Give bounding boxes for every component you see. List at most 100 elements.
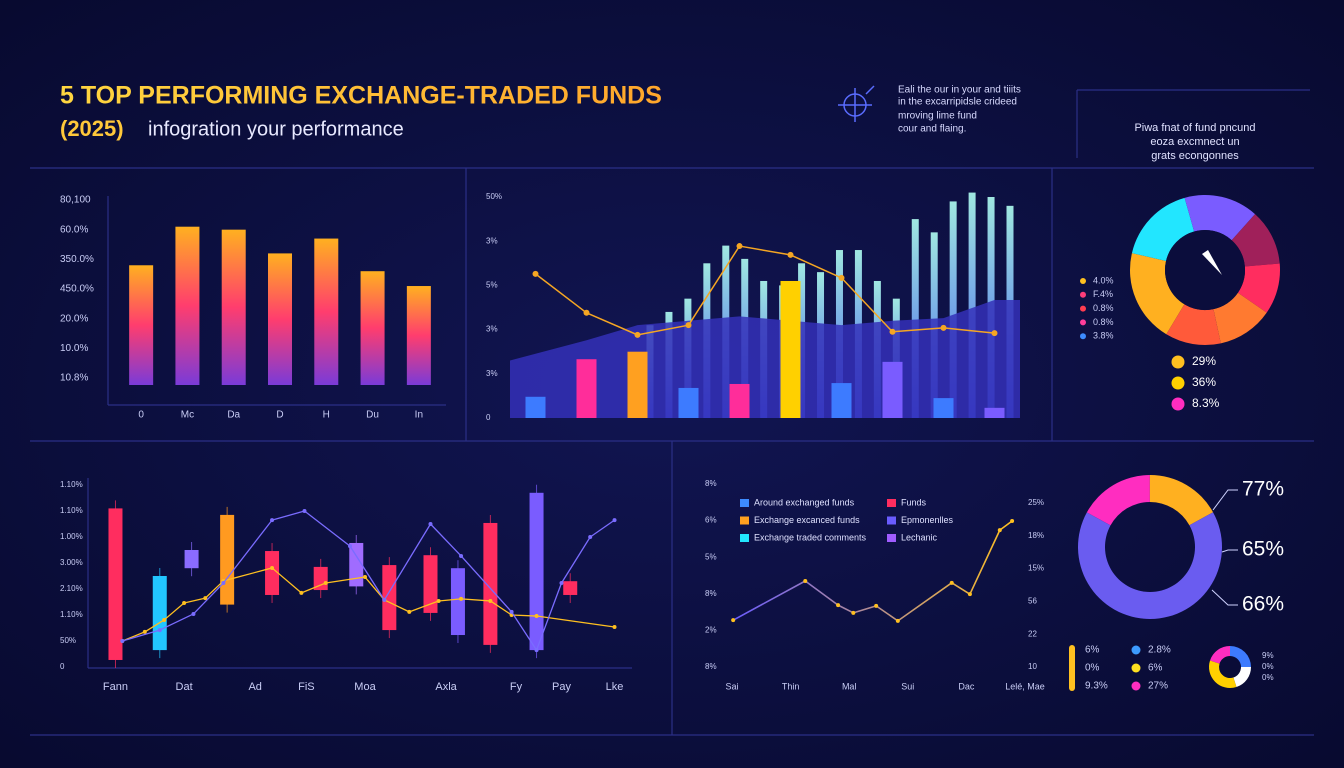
x-tick-label: Lke [606, 681, 624, 693]
line-point [634, 331, 641, 338]
line-point [685, 322, 692, 329]
legend-label: Lechanic [901, 532, 938, 542]
line [122, 567, 615, 642]
x-tick-label: H [323, 410, 330, 421]
legend-dot [1080, 278, 1086, 284]
legend-label: 9.3% [1085, 681, 1108, 692]
legend-dot [1080, 319, 1086, 326]
callout-line [1221, 549, 1238, 553]
mini-label: 9% [1262, 651, 1274, 660]
line-point [203, 596, 208, 601]
slice [1149, 475, 1214, 526]
candle-body [529, 492, 544, 651]
candle-body [563, 581, 578, 595]
candle-body [450, 568, 465, 636]
legend-swatch [740, 534, 749, 542]
bar [627, 351, 648, 418]
title: 5 TOP PERFORMING EXCHANGE-TRADED FUNDS [60, 82, 662, 110]
slice [1184, 195, 1256, 241]
line-point [162, 617, 167, 622]
x-tick-label: 0 [138, 410, 144, 421]
x-tick-label: Ad [248, 681, 261, 693]
line-point [459, 553, 464, 558]
y-tick-label: 3% [486, 325, 498, 334]
line-point [323, 581, 328, 586]
x-tick-label: Du [366, 410, 379, 421]
y-tick-label: 0 [486, 413, 491, 422]
line-point [436, 598, 441, 603]
subtitle-year: (2025) [60, 116, 124, 141]
callout-label: 65% [1242, 538, 1284, 561]
x-tick-label: Dat [176, 681, 193, 693]
line-point [836, 603, 841, 608]
y-tick-label: 3.00% [60, 558, 83, 567]
line-point [382, 597, 387, 602]
line-point [428, 522, 433, 526]
y-tick-label: 8% [705, 662, 717, 671]
y-tick-label: 1.10% [60, 610, 83, 619]
y2-tick-label: 56 [1028, 597, 1037, 606]
legend-label: 27% [1148, 681, 1168, 692]
callout-label: 77% [1242, 478, 1284, 501]
bar [678, 387, 699, 418]
x-tick-label: Dac [958, 681, 975, 691]
y2-tick-label: 10 [1028, 662, 1037, 671]
line-point [534, 648, 539, 653]
note-line: in the excarripidsle crideed [898, 97, 1017, 108]
slice [1237, 263, 1280, 313]
note-line: grats econgonnes [1151, 150, 1239, 162]
x-tick-label: Sai [725, 681, 738, 691]
legend-label: Exchange excanced funds [754, 515, 860, 525]
legend-dot [1171, 397, 1185, 411]
line-point [612, 518, 617, 523]
y-tick-label: 6% [705, 516, 717, 525]
line-point [838, 274, 845, 281]
slice [1210, 646, 1230, 664]
legend-label: Funds [901, 497, 927, 507]
bar [360, 271, 385, 385]
candle-body [184, 550, 199, 569]
line-point [731, 618, 736, 623]
note-line: Piwa fnat of fund pncund [1134, 122, 1255, 134]
bar [129, 265, 154, 385]
background-bar [968, 192, 976, 418]
bar [933, 398, 954, 418]
y-tick-label: 8% [705, 479, 717, 488]
line-point [488, 598, 493, 603]
line-point [588, 535, 593, 539]
background-bar [911, 219, 919, 418]
line-point [407, 609, 412, 614]
legend-dot [1131, 663, 1141, 673]
x-tick-label: Lelé, Mae [1005, 681, 1045, 691]
legend-dot [1080, 291, 1086, 298]
x-tick-label: Fy [510, 681, 523, 693]
slice [1166, 304, 1221, 345]
bar [780, 280, 801, 418]
candle-body [423, 555, 438, 613]
line-point [997, 528, 1002, 533]
y2-tick-label: 15% [1028, 564, 1044, 573]
bar [406, 286, 431, 385]
bar [984, 407, 1005, 418]
legend-label: 2.8% [1148, 645, 1171, 656]
y-tick-label: 450.0% [60, 284, 94, 295]
line-point [270, 565, 275, 570]
slice [1213, 292, 1267, 344]
legend-dot [1080, 305, 1086, 312]
y-tick-label: 50% [60, 636, 76, 645]
line-point [1010, 518, 1015, 523]
legend-swatch [887, 516, 896, 525]
legend-swatch [887, 499, 896, 507]
y-tick-label: 3% [486, 236, 498, 245]
line-point [851, 610, 856, 615]
line-point [895, 618, 900, 623]
candle-body [382, 565, 397, 631]
x-tick-label: Moa [354, 681, 376, 693]
bar [882, 361, 903, 418]
legend-label: 3.8% [1093, 331, 1114, 341]
y-tick-label: 1.10% [60, 480, 83, 489]
bar [525, 396, 546, 418]
line-point [363, 575, 367, 580]
